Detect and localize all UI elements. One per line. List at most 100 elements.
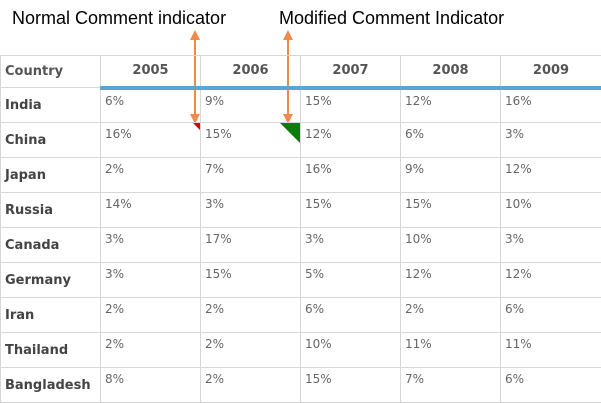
cell-value: 7% [205,162,225,176]
table-row: Germany 3% 15% 5% 12% 12% [0,262,601,298]
table-row: China 16% 15% 12% 6% 3% [0,122,601,158]
row-header-country[interactable]: Iran [0,297,101,333]
grid-cell[interactable]: 15% [400,192,501,228]
grid-cell[interactable]: 11% [500,332,601,368]
column-header-2005[interactable]: 2005 [100,55,201,90]
grid-cell[interactable]: 16% [300,157,401,193]
grid-cell[interactable]: 8% [100,367,201,403]
grid-cell[interactable]: 10% [400,227,501,263]
grid-cell[interactable]: 2% [400,297,501,333]
cell-value: 15% [205,127,232,141]
grid-cell[interactable]: 12% [500,157,601,193]
cell-value: 16% [105,127,132,141]
grid-cell[interactable]: 16% [100,122,201,158]
cell-value: 12% [405,93,432,108]
cell-value: 2% [105,302,125,316]
cell-value: 8% [105,372,125,386]
grid-cell[interactable]: 6% [300,297,401,333]
cell-value: 15% [305,93,332,108]
table-row: Japan 2% 7% 16% 9% 12% [0,157,601,193]
cell-value: 2% [205,302,225,316]
grid-cell[interactable]: 15% [300,367,401,403]
row-header-country[interactable]: Japan [0,157,101,193]
table-row: Thailand 2% 2% 10% 11% 11% [0,332,601,368]
grid-cell[interactable]: 3% [500,227,601,263]
row-header-country[interactable]: India [0,87,101,123]
grid-cell[interactable]: 9% [200,87,301,123]
grid-cell[interactable]: 11% [400,332,501,368]
column-header-2009[interactable]: 2009 [500,55,601,90]
grid-cell[interactable]: 14% [100,192,201,228]
grid-cell[interactable]: 2% [100,297,201,333]
grid-cell[interactable]: 2% [200,332,301,368]
cell-value: 14% [105,197,132,211]
grid-cell[interactable]: 15% [200,122,301,158]
grid-cell[interactable]: 15% [300,87,401,123]
cell-value: 9% [205,93,225,108]
grid-cell[interactable]: 17% [200,227,301,263]
grid-cell[interactable]: 3% [100,227,201,263]
cell-value: 6% [305,302,325,316]
table-row: Russia 14% 3% 15% 15% 10% [0,192,601,228]
grid-cell[interactable]: 3% [100,262,201,298]
row-header-country[interactable]: Russia [0,192,101,228]
modified-arrow-head-top [283,30,293,40]
cell-value: 7% [405,372,425,386]
grid-cell[interactable]: 12% [400,262,501,298]
table-row: Canada 3% 17% 3% 10% 3% [0,227,601,263]
cell-value: 15% [405,197,432,211]
cell-value: 16% [305,162,332,176]
grid-cell[interactable]: 15% [200,262,301,298]
grid-cell[interactable]: 6% [100,87,201,123]
cell-value: 6% [505,372,525,386]
grid-cell[interactable]: 2% [200,297,301,333]
table-row: Bangladesh 8% 2% 15% 7% 6% [0,367,601,403]
grid-cell[interactable]: 10% [300,332,401,368]
grid-cell[interactable]: 12% [500,262,601,298]
cell-value: 12% [505,162,532,176]
row-header-country[interactable]: Thailand [0,332,101,368]
grid-cell[interactable]: 15% [300,192,401,228]
grid-cell[interactable]: 16% [500,87,601,123]
row-header-country[interactable]: Canada [0,227,101,263]
column-header-2007[interactable]: 2007 [300,55,401,90]
table-row: Iran 2% 2% 6% 2% 6% [0,297,601,333]
grid-cell[interactable]: 9% [400,157,501,193]
cell-value: 11% [405,337,432,351]
table-row: India 6% 9% 15% 12% 16% [0,87,601,123]
modified-comment-indicator-icon[interactable] [280,123,300,143]
modified-comment-indicator-label: Modified Comment Indicator [279,8,505,28]
grid-cell[interactable]: 6% [500,297,601,333]
grid-header-row: Country 2005 2006 2007 2008 2009 [0,55,601,90]
grid-cell[interactable]: 10% [500,192,601,228]
normal-comment-indicator-icon[interactable] [193,123,200,130]
row-header-country[interactable]: Germany [0,262,101,298]
grid-cell[interactable]: 3% [300,227,401,263]
grid-cell[interactable]: 3% [500,122,601,158]
grid-cell[interactable]: 12% [400,87,501,123]
grid-cell[interactable]: 6% [400,122,501,158]
grid-cell[interactable]: 7% [400,367,501,403]
normal-arrow-head-top [190,30,200,40]
cell-value: 3% [505,127,525,141]
grid-cell[interactable]: 12% [300,122,401,158]
grid-cell[interactable]: 3% [200,192,301,228]
grid-cell[interactable]: 2% [100,332,201,368]
grid-cell[interactable]: 6% [500,367,601,403]
cell-value: 10% [305,337,332,351]
column-header-2008[interactable]: 2008 [400,55,501,90]
row-header-country[interactable]: China [0,122,101,158]
cell-value: 3% [105,267,125,281]
grid-cell[interactable]: 7% [200,157,301,193]
cell-value: 15% [305,372,332,386]
cell-value: 2% [105,337,125,351]
grid-cell[interactable]: 2% [100,157,201,193]
grid-cell[interactable]: 5% [300,262,401,298]
column-header-country[interactable]: Country [0,55,101,88]
column-header-2006[interactable]: 2006 [200,55,301,90]
cell-value: 6% [405,127,425,141]
grid-cell[interactable]: 2% [200,367,301,403]
row-header-country[interactable]: Bangladesh [0,367,101,403]
cell-value: 5% [305,267,325,281]
